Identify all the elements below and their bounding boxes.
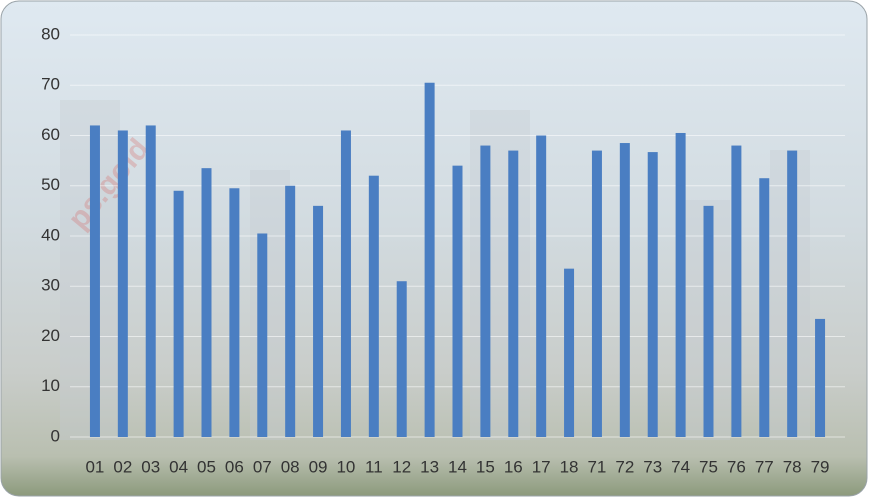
y-tick-label: 50	[41, 175, 60, 194]
x-tick-label: 05	[197, 457, 216, 476]
x-tick-label: 01	[85, 457, 104, 476]
bar	[675, 132, 686, 438]
y-tick-label: 80	[41, 24, 60, 43]
bar	[396, 281, 407, 437]
x-tick-label: 76	[727, 457, 746, 476]
y-tick-label: 40	[41, 225, 60, 244]
x-tick-label: 73	[643, 457, 662, 476]
bar	[536, 135, 547, 437]
x-tick-label: 07	[253, 457, 272, 476]
x-tick-label: 03	[141, 457, 160, 476]
x-tick-label: 09	[309, 457, 328, 476]
x-tick-label: 75	[699, 457, 718, 476]
bar	[815, 318, 826, 437]
x-tick-label: 08	[281, 457, 300, 476]
bar	[731, 145, 742, 438]
x-tick-label: 04	[169, 457, 188, 476]
bar	[340, 130, 351, 437]
bar	[591, 150, 602, 437]
x-tick-label: 17	[532, 457, 551, 476]
bar	[368, 175, 379, 437]
bar	[285, 185, 296, 437]
x-tick-label: 06	[225, 457, 244, 476]
bar	[759, 178, 770, 437]
x-tick-label: 78	[783, 457, 802, 476]
y-tick-label: 60	[41, 125, 60, 144]
bar	[508, 150, 519, 437]
bar	[313, 205, 324, 437]
x-tick-label: 74	[671, 457, 690, 476]
x-tick-label: 13	[420, 457, 439, 476]
y-tick-label: 0	[51, 426, 60, 445]
x-tick-label: 10	[336, 457, 355, 476]
x-tick-label: 18	[560, 457, 579, 476]
x-tick-label: 12	[392, 457, 411, 476]
bar	[564, 268, 575, 437]
x-tick-label: 16	[504, 457, 523, 476]
bar	[619, 143, 630, 437]
bar	[229, 188, 240, 437]
x-tick-label: 15	[476, 457, 495, 476]
x-tick-label: 71	[587, 457, 606, 476]
bar	[89, 125, 100, 437]
bar	[257, 233, 268, 437]
bar	[480, 145, 491, 438]
bar	[647, 152, 658, 437]
y-tick-label: 20	[41, 326, 60, 345]
bar	[424, 82, 435, 438]
bar	[145, 125, 156, 437]
x-tick-label: 79	[811, 457, 830, 476]
bar	[173, 190, 184, 437]
bar	[452, 165, 463, 437]
y-tick-label: 10	[41, 376, 60, 395]
bar	[201, 168, 212, 437]
x-tick-label: 77	[755, 457, 774, 476]
x-tick-label: 11	[365, 457, 383, 476]
y-tick-label: 30	[41, 276, 60, 295]
bar	[787, 150, 798, 437]
x-tick-label: 02	[113, 457, 132, 476]
y-tick-label: 70	[41, 75, 60, 94]
bar	[117, 130, 128, 437]
x-tick-label: 72	[615, 457, 634, 476]
x-tick-label: 14	[448, 457, 467, 476]
bar	[703, 205, 714, 437]
